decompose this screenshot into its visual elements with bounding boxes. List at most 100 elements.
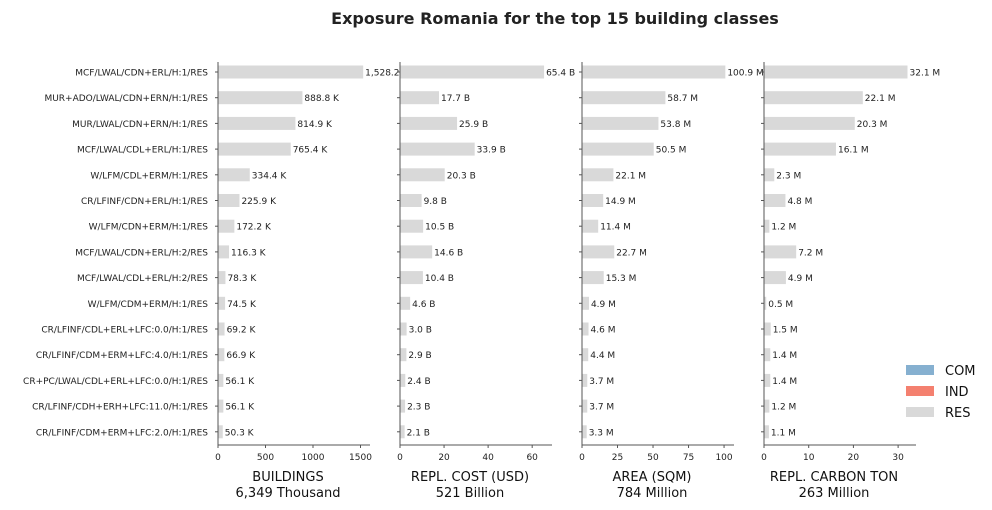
- x-tick-label: 40: [482, 453, 494, 463]
- bar: [400, 245, 433, 259]
- bar: [582, 116, 659, 130]
- bar: [764, 194, 786, 207]
- data-label: 56.1 K: [225, 377, 255, 387]
- bar: [582, 65, 726, 79]
- x-tick-label: 20: [438, 453, 450, 463]
- data-label: 78.3 K: [227, 274, 257, 284]
- data-label: 1.4 M: [772, 377, 797, 387]
- category-label: W/LFM/CDL+ERM/H:1/RES: [90, 171, 208, 181]
- bar: [764, 322, 771, 336]
- x-tick-label: 0: [397, 453, 403, 463]
- data-label: 50.3 K: [225, 428, 255, 438]
- category-label: MCF/LWAL/CDL+ERL/H:1/RES: [77, 146, 208, 156]
- legend-label: RES: [945, 406, 971, 421]
- x-tick-label: 500: [257, 453, 274, 463]
- bar: [218, 91, 303, 105]
- data-label: 2.4 B: [407, 377, 430, 387]
- chart-title: Exposure Romania for the top 15 building…: [331, 9, 779, 28]
- category-label: CR/LFINF/CDH+ERH+LFC:11.0/H:1/RES: [32, 403, 208, 413]
- bar: [218, 322, 225, 336]
- bar: [582, 271, 604, 285]
- bar: [400, 425, 405, 439]
- data-label: 20.3 M: [857, 120, 888, 130]
- bar: [582, 399, 588, 413]
- x-tick-label: 0: [215, 453, 221, 463]
- bar: [764, 91, 863, 105]
- data-label: 69.2 K: [227, 326, 257, 336]
- bar: [400, 322, 407, 336]
- data-label: 4.6 B: [412, 300, 435, 310]
- legend-swatch: [906, 407, 934, 417]
- bar: [764, 65, 908, 79]
- bar: [764, 271, 786, 285]
- bar: [764, 168, 775, 182]
- data-label: 2.9 B: [408, 351, 431, 361]
- category-label: CR/LFINF/CDM+ERM+LFC:4.0/H:1/RES: [36, 351, 208, 361]
- data-label: 3.7 M: [589, 377, 614, 387]
- category-label: W/LFM/CDM+ERM/H:1/RES: [88, 300, 209, 310]
- bar: [400, 348, 407, 362]
- bar: [582, 322, 589, 336]
- data-label: 33.9 B: [477, 146, 506, 156]
- data-label: 1.4 M: [772, 351, 797, 361]
- data-label: 50.5 M: [656, 146, 687, 156]
- bar: [218, 399, 224, 413]
- data-label: 3.7 M: [589, 403, 614, 413]
- data-label: 17.7 B: [441, 94, 470, 104]
- x-tick-label: 10: [803, 453, 815, 463]
- bar: [218, 271, 226, 285]
- bar: [218, 168, 250, 182]
- x-tick-label: 30: [892, 453, 904, 463]
- bar: [400, 296, 411, 310]
- bar: [218, 219, 235, 233]
- x-tick-label: 75: [683, 453, 694, 463]
- data-label: 1.2 M: [771, 223, 796, 233]
- x-axis-label: BUILDINGS: [252, 470, 323, 485]
- x-axis-label: AREA (SQM): [612, 470, 691, 485]
- data-label: 4.6 M: [591, 326, 616, 336]
- legend-label: COM: [945, 364, 976, 379]
- data-label: 2.1 B: [407, 428, 430, 438]
- bar: [400, 219, 424, 233]
- data-label: 100.9 M: [727, 69, 763, 79]
- bar: [218, 65, 364, 79]
- bar: [400, 116, 458, 130]
- legend-swatch: [906, 386, 934, 396]
- bar: [218, 194, 240, 207]
- data-label: 25.9 B: [459, 120, 488, 130]
- data-label: 10.5 B: [425, 223, 454, 233]
- data-label: 10.4 B: [425, 274, 454, 284]
- data-label: 53.8 M: [660, 120, 691, 130]
- bar: [764, 219, 770, 233]
- legend: COM IND RES: [906, 364, 976, 421]
- bar: [764, 399, 770, 413]
- legend-label: IND: [945, 385, 969, 400]
- bar: [400, 194, 422, 207]
- x-axis-label: REPL. COST (USD): [411, 470, 529, 485]
- data-label: 225.9 K: [241, 197, 277, 207]
- bar: [582, 168, 614, 182]
- bar: [764, 348, 771, 362]
- x-axis-total: 263 Million: [799, 486, 870, 501]
- panel-3: 0 25 50 75 100 100.9 M 58.7 M 53.8 M 50.5 M 22.1 …: [579, 62, 764, 501]
- bar: [582, 219, 599, 233]
- bar: [582, 91, 666, 105]
- bar: [582, 194, 604, 207]
- bar: [218, 296, 226, 310]
- x-tick-label: 25: [612, 453, 623, 463]
- x-tick-label: 100: [715, 453, 732, 463]
- data-label: 0.5 M: [768, 300, 793, 310]
- data-label: 3.3 M: [589, 428, 614, 438]
- data-label: 3.0 B: [409, 326, 432, 336]
- bar: [218, 425, 223, 439]
- data-label: 4.8 M: [787, 197, 812, 207]
- data-label: 32.1 M: [910, 69, 941, 79]
- bar: [764, 245, 797, 259]
- data-label: 14.6 B: [434, 248, 463, 258]
- x-axis-total: 521 Billion: [436, 486, 505, 501]
- data-label: 814.9 K: [297, 120, 333, 130]
- category-label: W/LFM/CDN+ERM/H:1/RES: [89, 223, 209, 233]
- data-label: 1.1 M: [771, 428, 796, 438]
